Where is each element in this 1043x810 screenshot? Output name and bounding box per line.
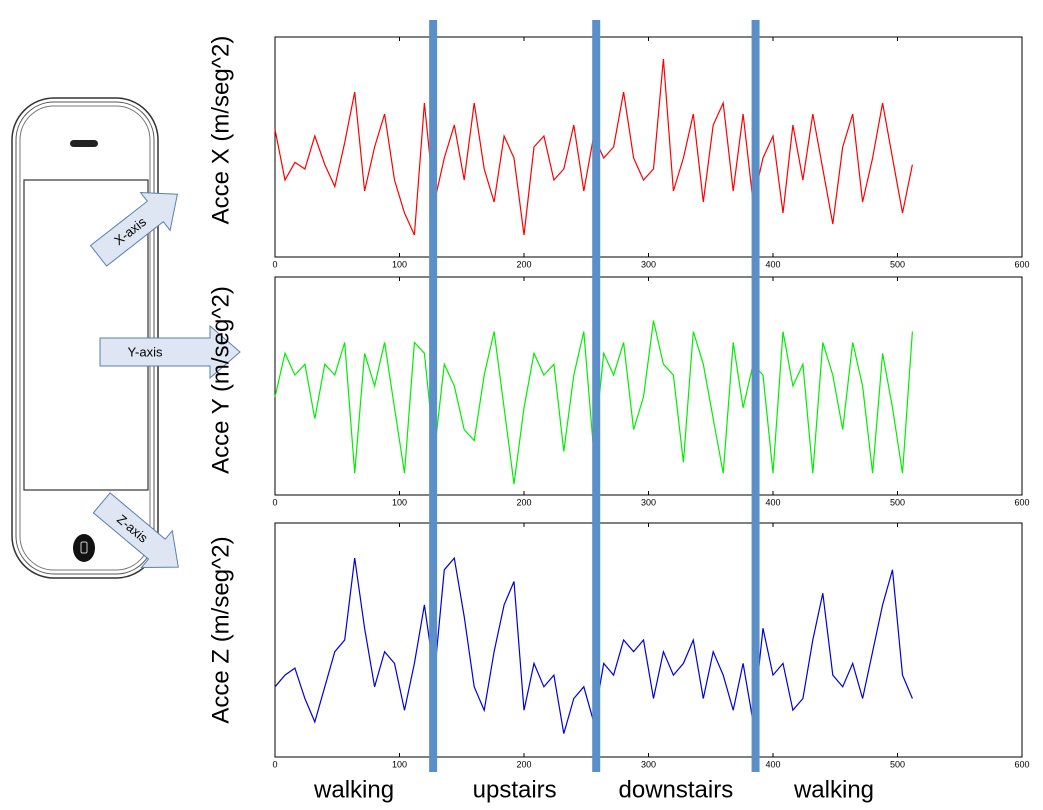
y-axis-title: Acce X (m/seg^2) xyxy=(207,36,234,225)
x-tick-label: 100 xyxy=(392,259,407,269)
y-axis-label: Y-axis xyxy=(128,344,163,359)
x-tick-label: 200 xyxy=(516,259,531,269)
x-tick-label: 500 xyxy=(890,759,905,769)
x-tick-label: 200 xyxy=(516,497,531,507)
x-tick-label: 400 xyxy=(765,759,780,769)
x-tick-label: 100 xyxy=(392,497,407,507)
arrow-shape xyxy=(99,324,241,380)
x-tick-label: 100 xyxy=(392,759,407,769)
activity-label: walking xyxy=(793,776,874,803)
x-tick-label: 200 xyxy=(516,759,531,769)
x-tick-label: 500 xyxy=(890,497,905,507)
x-tick-label: 400 xyxy=(765,259,780,269)
x-tick-label: 600 xyxy=(1014,259,1029,269)
x-tick-label: 500 xyxy=(890,259,905,269)
x-tick-label: 600 xyxy=(1014,497,1029,507)
x-tick-label: 300 xyxy=(641,259,656,269)
phone xyxy=(11,97,159,579)
x-tick-label: 300 xyxy=(641,759,656,769)
plot-frame xyxy=(274,522,1023,758)
y-arrow: Y-axis xyxy=(99,324,241,380)
x-tick-label: 400 xyxy=(765,497,780,507)
x-tick-label: 300 xyxy=(641,497,656,507)
arrow-shape xyxy=(89,191,179,267)
activity-label: walking xyxy=(313,776,394,803)
activity-label: downstairs xyxy=(619,776,734,803)
phone-button xyxy=(73,534,95,562)
x-tick-label: 0 xyxy=(272,259,277,269)
phone-speaker xyxy=(70,140,98,147)
plot-frame xyxy=(274,276,1023,496)
phone-button-icon xyxy=(80,541,88,554)
arrow-shape xyxy=(92,492,179,569)
plot-frame xyxy=(274,36,1023,258)
x-tick-label: 0 xyxy=(272,759,277,769)
x-tick-label: 600 xyxy=(1014,759,1029,769)
x-tick-label: 0 xyxy=(272,497,277,507)
y-axis-title: Acce Y (m/seg^2) xyxy=(207,286,234,474)
y-axis-title: Acce Z (m/seg^2) xyxy=(207,536,234,723)
activity-label: upstairs xyxy=(473,776,557,803)
